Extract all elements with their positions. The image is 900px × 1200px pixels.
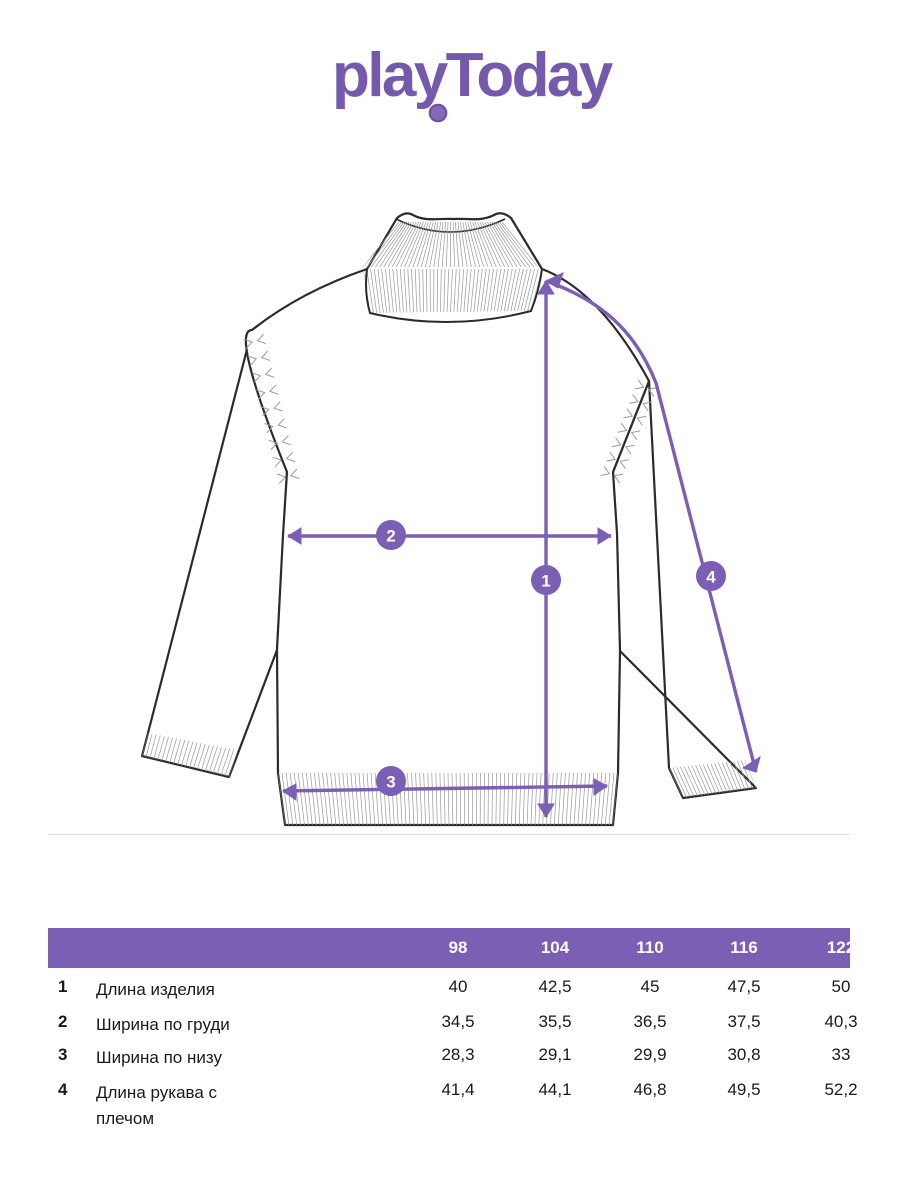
svg-text:1: 1: [541, 572, 550, 591]
svg-text:4: 4: [706, 568, 716, 587]
svg-text:3: 3: [386, 773, 395, 792]
svg-text:2: 2: [386, 527, 395, 546]
